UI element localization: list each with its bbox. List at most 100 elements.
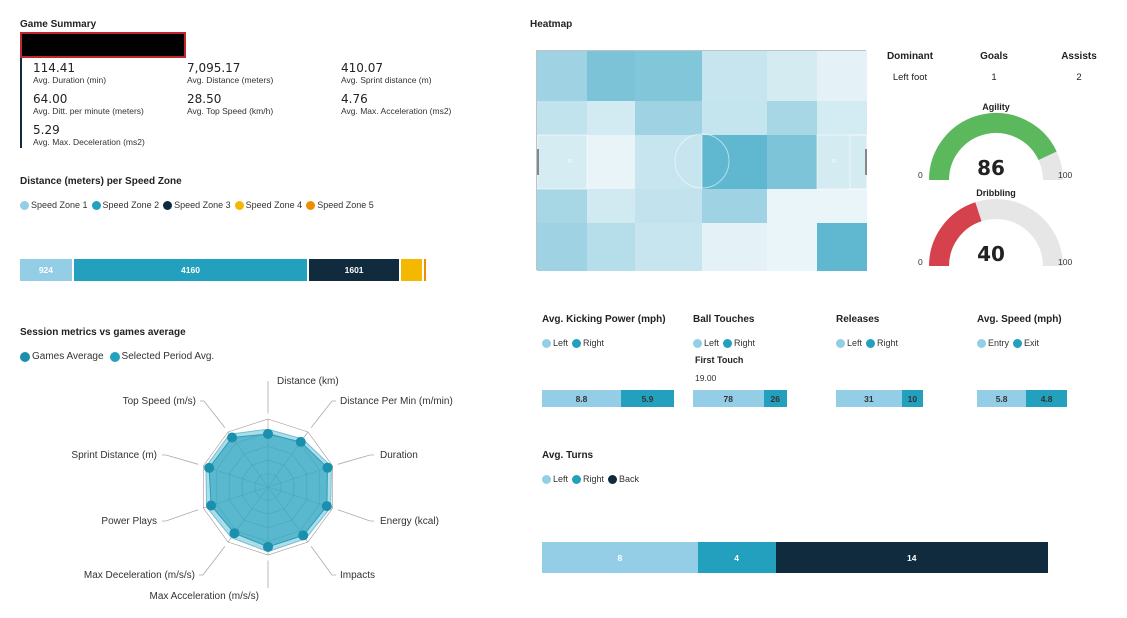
legend-label: Right [877, 338, 899, 348]
legend-item[interactable]: Left [542, 474, 568, 484]
heatmap-cell [635, 135, 702, 189]
metric-label: Avg. Max. Acceleration (ms2) [341, 106, 452, 116]
bar-segment: 26 [763, 390, 787, 407]
bar-segment: 31 [836, 390, 902, 407]
legend-item[interactable]: Exit [1013, 338, 1039, 348]
legend-label: Speed Zone 4 [245, 200, 303, 210]
bar-segment: 4 [697, 542, 776, 573]
game-summary-title: Game Summary [20, 19, 97, 30]
redacted-block [20, 32, 186, 58]
heatmap-cell [767, 51, 817, 101]
avg-speed-title: Avg. Speed (mph) [977, 314, 1062, 325]
bar-segment: 8.8 [542, 390, 622, 407]
legend-label: Left [704, 338, 720, 348]
legend-label: Speed Zone 1 [31, 200, 88, 210]
legend-label: Speed Zone 3 [174, 200, 231, 210]
heatmap-cell [587, 135, 635, 189]
radar-axis-label: Energy (kcal) [380, 516, 439, 527]
first-touch-label: First Touch [695, 355, 744, 365]
metric-value: 4.76 [341, 92, 368, 106]
heatmap-cell [587, 51, 635, 101]
radar-point [298, 530, 309, 541]
legend-item[interactable]: Speed Zone 1 [20, 200, 88, 210]
legend-label: Left [553, 338, 569, 348]
heatmap-cell [537, 189, 587, 223]
legend-item[interactable]: Speed Zone 4 [234, 200, 303, 210]
heatmap-cell [767, 135, 817, 189]
legend-item[interactable]: Selected Period Avg. [109, 351, 214, 362]
dribbling-gauge-fill [929, 202, 982, 267]
radar-axis-label: Duration [380, 450, 418, 461]
heatmap-cell [587, 101, 635, 135]
legend-label: Speed Zone 2 [102, 200, 160, 210]
heatmap-cell [702, 223, 767, 271]
legend-item[interactable]: Left [836, 338, 862, 348]
metric-label: Avg. Top Speed (km/h) [187, 106, 274, 116]
legend-label: Games Average [32, 351, 104, 362]
session-legend: Games Average Selected Period Avg. [20, 351, 218, 362]
legend-item[interactable]: Right [572, 338, 604, 348]
legend-item[interactable]: Back [608, 474, 639, 484]
legend-item[interactable]: Left [693, 338, 719, 348]
releases-legend: Left Right [836, 338, 902, 348]
metric-duration: 114.41 Avg. Duration (min) [33, 61, 106, 85]
legend-label: Back [619, 474, 640, 484]
pitch-lines [537, 133, 867, 190]
agility-title: Agility [982, 102, 1010, 112]
metric-top-speed: 28.50 Avg. Top Speed (km/h) [187, 92, 273, 116]
legend-dot [20, 351, 30, 362]
agility-gauge-fill [929, 113, 1057, 181]
bar-segment: 5.9 [621, 390, 674, 407]
radar-axis-label: Impacts [340, 570, 376, 581]
metric-value: 5.29 [33, 123, 60, 137]
bar-segment: 5.8 [977, 390, 1027, 407]
legend-dot [91, 200, 101, 210]
legend-item[interactable]: Entry [977, 338, 1009, 348]
first-touch-value: 19.00 [695, 373, 717, 383]
legend-item[interactable]: Games Average [20, 351, 104, 362]
heatmap-cell [635, 189, 702, 223]
avg-speed-bar: 5.8 4.8 [977, 390, 1067, 407]
metric-max-acceleration: 4.76 Avg. Max. Acceleration (ms2) [341, 92, 451, 116]
legend-dot [1013, 338, 1023, 348]
radar-axis-label: Max Acceleration (m/s/s) [149, 591, 259, 602]
legend-item[interactable]: Right [866, 338, 898, 348]
legend-dot [836, 338, 845, 348]
bar-segment: 14 [775, 542, 1048, 573]
heatmap-cell [635, 101, 702, 135]
radar-point [321, 501, 332, 512]
legend-dot [109, 351, 120, 362]
speed-zone-title: Distance (meters) per Speed Zone [20, 176, 182, 187]
legend-dot [866, 338, 876, 348]
heatmap-cell [767, 101, 817, 135]
kicking-bar: 8.8 5.9 [542, 390, 674, 407]
assists-value: 2 [1076, 72, 1082, 83]
touches-legend: Left Right [693, 338, 759, 348]
radar-point [295, 436, 306, 447]
legend-item[interactable]: Speed Zone 3 [163, 200, 231, 210]
legend-dot [163, 200, 173, 210]
heatmap-cell [702, 101, 767, 135]
legend-item[interactable]: Right [723, 338, 755, 348]
legend-item[interactable]: Right [572, 474, 604, 484]
legend-dot [608, 474, 618, 484]
legend-item[interactable]: Speed Zone 5 [306, 200, 374, 210]
legend-item[interactable]: Left [542, 338, 568, 348]
metric-label: Avg. Distance (meters) [187, 75, 274, 85]
radar-axis-label: Max Deceleration (m/s/s) [83, 570, 195, 581]
radar-point [322, 462, 333, 473]
radar-point [263, 428, 273, 439]
radar-axis-label: Sprint Distance (m) [71, 450, 157, 461]
legend-label: Exit [1024, 338, 1040, 348]
heatmap-cell [817, 51, 867, 101]
heatmap-cell [817, 101, 867, 135]
touches-title: Ball Touches [693, 314, 755, 325]
legend-label: Speed Zone 5 [317, 200, 374, 210]
legend-item[interactable]: Speed Zone 2 [91, 200, 160, 210]
radar-axis-label: Top Speed (m/s) [122, 396, 196, 407]
heatmap-cell [817, 135, 867, 189]
legend-label: Left [847, 338, 863, 348]
touches-bar: 78 26 [693, 390, 787, 407]
heatmap-pitch [536, 50, 867, 271]
dribbling-max: 100 [1058, 257, 1073, 267]
